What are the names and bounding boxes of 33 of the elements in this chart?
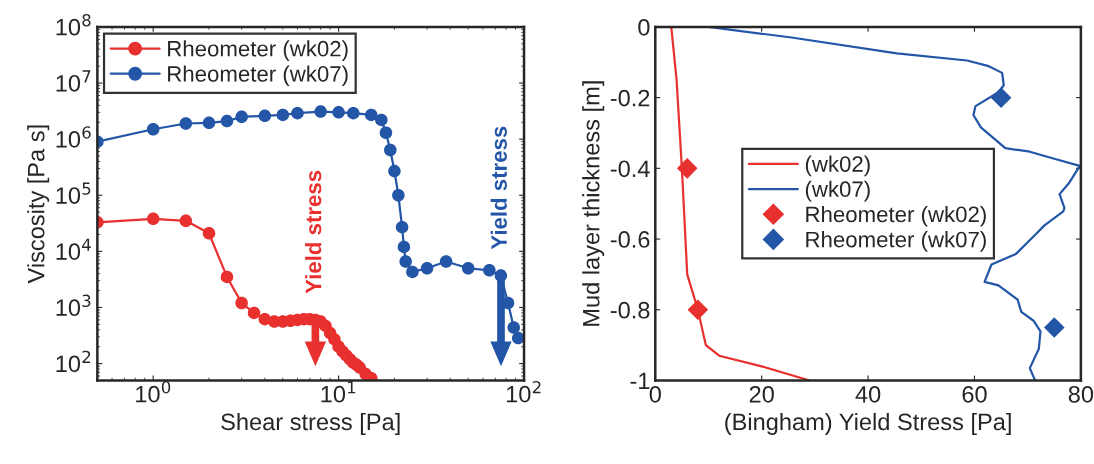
x-tick-label: 10$^{2}$ bbox=[506, 380, 541, 403]
legend-label: Rheometer (wk02) bbox=[168, 40, 348, 61]
x-axis-title: (Bingham) Yield Stress [Pa] bbox=[725, 412, 1011, 435]
y-tick-label: -0.8 bbox=[610, 301, 650, 319]
y-tick-label: -0.4 bbox=[610, 160, 650, 178]
x-tick-label: 80 bbox=[1068, 385, 1094, 403]
x-tick-label: 20 bbox=[749, 385, 774, 403]
legend-label: (wk02) bbox=[805, 155, 870, 177]
y-tick-label: 10$^{4}$ bbox=[56, 238, 91, 260]
y-tick-label: -1 bbox=[630, 372, 650, 390]
y-tick-label: 10$^{8}$ bbox=[56, 13, 91, 36]
y-axis-title: Mud layer thickness [m] bbox=[582, 81, 605, 326]
y-tick-label: 10$^{6}$ bbox=[56, 126, 91, 148]
legend-label: Rheometer (wk02) bbox=[806, 205, 986, 227]
x-axis-title: Shear stress [Pa] bbox=[221, 412, 400, 435]
x-tick-label: 60 bbox=[962, 385, 987, 403]
y-tick-label: -0.2 bbox=[610, 89, 650, 107]
x-tick-label: 40 bbox=[855, 385, 881, 403]
x-tick-label: 10$^{0}$ bbox=[136, 380, 171, 403]
y-tick-label: 10$^{7}$ bbox=[56, 70, 91, 92]
annotation: Yield stress bbox=[490, 126, 507, 250]
x-tick-label: 0 bbox=[649, 385, 661, 403]
legend-label: Rheometer (wk07) bbox=[806, 231, 986, 252]
legend-label: Rheometer (wk07) bbox=[168, 65, 348, 87]
y-tick-label: 0 bbox=[638, 18, 650, 36]
legend-label: (wk07) bbox=[805, 180, 870, 202]
y-tick-label: -0.6 bbox=[610, 231, 650, 248]
y-tick-label: 10$^{3}$ bbox=[56, 294, 91, 317]
y-tick-label: 10$^{2}$ bbox=[56, 350, 91, 373]
y-tick-label: 10$^{5}$ bbox=[56, 182, 91, 204]
x-tick-label: 10$^{1}$ bbox=[321, 381, 356, 403]
y-axis-title: Viscosity [Pa s] bbox=[27, 125, 50, 284]
annotation: Yield stress bbox=[305, 170, 322, 294]
